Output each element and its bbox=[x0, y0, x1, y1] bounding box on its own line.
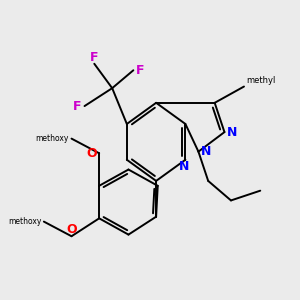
Text: O: O bbox=[87, 147, 97, 160]
Text: F: F bbox=[73, 100, 82, 112]
Text: F: F bbox=[90, 51, 98, 64]
Text: N: N bbox=[200, 145, 211, 158]
Text: F: F bbox=[136, 64, 145, 77]
Text: methoxy: methoxy bbox=[8, 217, 41, 226]
Text: N: N bbox=[226, 126, 237, 139]
Text: O: O bbox=[66, 223, 77, 236]
Text: methyl: methyl bbox=[247, 76, 276, 85]
Text: N: N bbox=[178, 160, 189, 173]
Text: methoxy: methoxy bbox=[35, 134, 69, 143]
